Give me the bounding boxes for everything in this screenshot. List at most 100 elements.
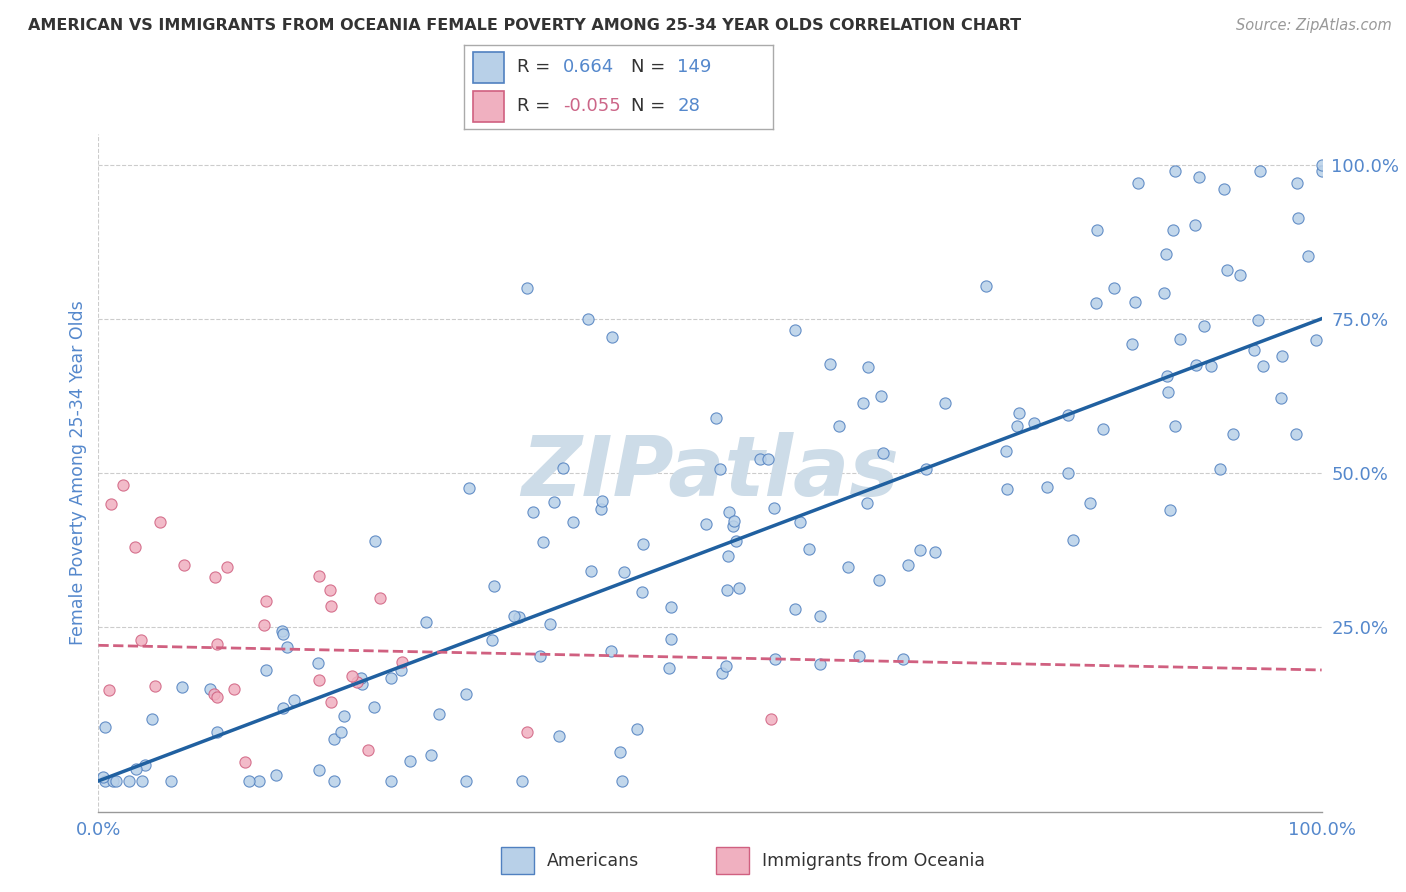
Point [1078,496,1101,510]
Point [658,661,681,675]
Point [200,681,222,696]
Point [249,773,271,788]
Point [399,754,422,768]
Point [1168,332,1191,346]
Point [724,533,747,548]
Point [529,648,551,663]
Point [94,773,117,788]
Point [356,743,378,757]
Point [1153,285,1175,300]
Point [1102,281,1125,295]
Point [848,649,870,664]
Point [522,505,544,519]
Point [454,687,477,701]
Point [626,723,648,737]
Text: 0.664: 0.664 [562,59,614,77]
Point [1128,176,1150,190]
Point [723,519,745,533]
Point [91,770,114,784]
Point [458,481,481,495]
Point [1310,158,1333,172]
Point [124,762,146,776]
Point [1251,359,1274,373]
Point [205,690,228,705]
Point [97,683,120,698]
Point [810,609,832,624]
Point [1024,416,1046,430]
Text: 28: 28 [678,96,700,114]
Point [368,591,391,605]
Point [104,773,127,788]
Point [1057,466,1080,480]
Point [1156,369,1178,384]
Point [576,311,599,326]
Point [204,570,226,584]
Point [1164,163,1187,178]
Point [380,672,402,686]
Point [609,745,631,759]
Point [612,773,634,788]
Point [1199,359,1222,373]
Point [1270,391,1292,405]
Point [350,676,373,690]
Point [233,756,256,770]
Point [1161,223,1184,237]
Point [818,357,841,371]
Point [319,599,342,613]
Point [515,281,537,295]
Point [319,582,342,597]
Point [350,671,373,685]
Point [503,609,526,624]
Point [319,695,342,709]
Point [481,632,503,647]
Bar [501,847,534,874]
Point [515,724,537,739]
Point [391,656,413,670]
Point [995,482,1018,496]
Point [1008,406,1031,420]
Point [716,583,738,598]
Point [1121,336,1143,351]
Point [723,514,745,528]
Point [591,494,613,508]
Point [1159,503,1181,517]
Point [1062,533,1084,547]
Text: AMERICAN VS IMMIGRANTS FROM OCEANIA FEMALE POVERTY AMONG 25-34 YEAR OLDS CORRELA: AMERICAN VS IMMIGRANTS FROM OCEANIA FEMA… [28,18,1021,33]
Point [994,444,1017,458]
Point [974,279,997,293]
Point [254,593,277,607]
Point [308,673,330,687]
Text: R =: R = [516,59,550,77]
Point [1286,211,1309,225]
Point [224,682,246,697]
Point [1184,218,1206,232]
Point [1036,479,1059,493]
Bar [474,91,505,121]
Point [283,693,305,707]
Text: Immigrants from Oceania: Immigrants from Oceania [762,852,986,870]
Text: -0.055: -0.055 [562,96,620,114]
Point [711,666,734,681]
Point [591,501,613,516]
Point [891,652,914,666]
Point [1271,349,1294,363]
Point [254,664,277,678]
Point [129,632,152,647]
Point [538,617,561,632]
Y-axis label: Female Poverty Among 25-34 Year Olds: Female Poverty Among 25-34 Year Olds [69,301,87,645]
Point [508,610,530,624]
Point [363,700,385,714]
Point [308,569,330,583]
Point [380,773,402,788]
Point [342,669,364,683]
Point [364,534,387,549]
Point [253,618,276,632]
Point [94,721,117,735]
Point [613,565,636,579]
Point [870,389,893,403]
Point [271,624,294,638]
Point [1247,312,1270,326]
Point [763,500,786,515]
Point [415,615,437,629]
Bar [716,847,749,874]
